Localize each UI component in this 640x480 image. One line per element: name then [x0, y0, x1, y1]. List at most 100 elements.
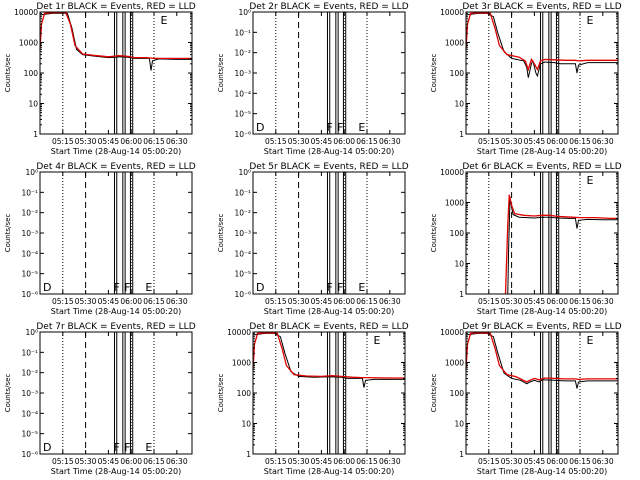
x-tick-label: 06:00 — [333, 137, 355, 146]
y-tick-label: 10⁻⁴ — [234, 249, 251, 258]
chart-panel-4: Det 4r BLACK = Events, RED = LLD D F F E 10⁰ 1… — [4, 162, 196, 316]
chart-panel-1: Det 1r BLACK = Events, RED = LLD E 1 10 100 1… — [4, 2, 196, 156]
x-tick-label: 06:15 — [143, 457, 165, 466]
x-tick-label: 05:45 — [98, 457, 120, 466]
y-tick-label: 1 — [459, 290, 464, 299]
y-tick-label: 10000 — [440, 8, 464, 17]
event-marker-label: E — [587, 334, 594, 347]
x-tick-label: 06:00 — [333, 297, 355, 306]
y-tick-label: 1 — [33, 130, 38, 139]
event-marker-label: F — [326, 121, 332, 134]
chart-title: Det 8r BLACK = Events, RED = LLD — [249, 322, 408, 332]
y-tick-label: 10⁻⁴ — [21, 249, 38, 258]
y-axis-label: Counts/sec — [217, 54, 225, 93]
chart-panel-9: Det 9r BLACK = Events, RED = LLD E 1 10 100 1… — [430, 322, 622, 476]
y-tick-label: 100 — [450, 389, 465, 398]
x-axis-label: Start Time (28-Aug-14 05:00:20) — [51, 307, 182, 316]
event-marker-label: E — [587, 14, 594, 27]
y-axis-label: Counts/sec — [430, 214, 438, 253]
y-tick-label: 10⁻⁵ — [234, 110, 251, 119]
series-line-lld — [39, 11, 192, 60]
chart-title: Det 6r BLACK = Events, RED = LLD — [462, 162, 621, 172]
y-tick-label: 10⁻² — [21, 369, 38, 378]
y-tick-label: 10⁰ — [238, 168, 251, 177]
event-marker-label: F — [337, 121, 343, 134]
y-tick-label: 1000 — [19, 39, 38, 48]
y-tick-label: 100 — [450, 229, 465, 238]
x-tick-label: 05:15 — [265, 297, 287, 306]
chart-panel-3: Det 3r BLACK = Events, RED = LLD E 1 10 100 1… — [430, 2, 622, 156]
x-tick-label: 06:15 — [356, 457, 378, 466]
x-axis-label: Start Time (28-Aug-14 05:00:20) — [264, 307, 395, 316]
series-line-events — [507, 197, 618, 295]
chart-panel-6: Det 6r BLACK = Events, RED = LLD E 1 10 100 1… — [430, 162, 622, 316]
y-tick-label: 10⁻¹ — [234, 28, 251, 37]
x-tick-label: 05:30 — [501, 297, 523, 306]
x-tick-label: 05:30 — [288, 457, 310, 466]
event-marker-label: E — [145, 441, 152, 454]
y-tick-label: 10⁻⁵ — [21, 270, 38, 279]
event-marker-label: E — [358, 281, 365, 294]
y-tick-label: 10⁻¹ — [21, 348, 38, 357]
x-tick-label: 05:15 — [265, 137, 287, 146]
x-tick-label: 05:15 — [478, 137, 500, 146]
x-tick-label: 05:15 — [478, 457, 500, 466]
x-tick-label: 06:15 — [569, 457, 591, 466]
y-axis-label: Counts/sec — [4, 214, 12, 253]
x-tick-label: 06:00 — [546, 457, 568, 466]
y-tick-label: 10⁻⁴ — [234, 89, 251, 98]
event-marker-label: F — [337, 281, 343, 294]
x-axis-label: Start Time (28-Aug-14 05:00:20) — [51, 147, 182, 156]
y-tick-label: 10⁻³ — [234, 229, 251, 238]
x-tick-label: 06:30 — [166, 297, 188, 306]
event-marker-label: F — [113, 441, 119, 454]
chart-title: Det 3r BLACK = Events, RED = LLD — [462, 2, 621, 12]
y-tick-label: 10⁰ — [238, 8, 251, 17]
x-tick-label: 06:15 — [356, 137, 378, 146]
x-tick-label: 05:45 — [311, 297, 333, 306]
y-axis-label: Counts/sec — [430, 54, 438, 93]
x-tick-label: 06:00 — [546, 137, 568, 146]
x-tick-label: 06:15 — [356, 297, 378, 306]
event-marker-label: E — [358, 121, 365, 134]
event-marker-label: F — [124, 281, 130, 294]
y-tick-label: 10⁻² — [234, 49, 251, 58]
x-tick-label: 05:30 — [501, 137, 523, 146]
y-tick-label: 100 — [24, 69, 39, 78]
x-tick-label: 06:30 — [379, 297, 401, 306]
x-tick-label: 05:15 — [52, 297, 74, 306]
x-tick-label: 05:45 — [524, 297, 546, 306]
x-tick-label: 05:15 — [478, 297, 500, 306]
y-axis-label: Counts/sec — [4, 374, 12, 413]
x-tick-label: 05:45 — [524, 137, 546, 146]
chart-title: Det 2r BLACK = Events, RED = LLD — [249, 2, 408, 12]
chart-panel-5: Det 5r BLACK = Events, RED = LLD D F F E 10⁰ 1… — [217, 162, 409, 316]
x-tick-label: 06:15 — [569, 137, 591, 146]
x-tick-label: 05:15 — [265, 457, 287, 466]
x-tick-label: 05:45 — [98, 137, 120, 146]
chart-title: Det 7r BLACK = Events, RED = LLD — [36, 322, 195, 332]
series-line-lld — [465, 332, 618, 383]
x-tick-label: 06:30 — [592, 297, 614, 306]
y-tick-label: 10⁻⁶ — [21, 290, 38, 299]
x-tick-label: 06:30 — [379, 457, 401, 466]
x-tick-label: 05:30 — [288, 297, 310, 306]
series-line-events — [465, 332, 618, 389]
x-tick-label: 05:30 — [75, 297, 97, 306]
x-tick-label: 05:30 — [288, 137, 310, 146]
y-tick-label: 10⁻⁶ — [234, 130, 251, 139]
y-tick-label: 100 — [450, 69, 465, 78]
y-tick-label: 10⁻⁴ — [21, 409, 38, 418]
x-tick-label: 05:30 — [75, 137, 97, 146]
y-tick-label: 1000 — [445, 359, 464, 368]
x-tick-label: 06:00 — [120, 457, 142, 466]
y-axis-label: Counts/sec — [430, 374, 438, 413]
y-tick-label: 10⁻¹ — [21, 188, 38, 197]
series-line-lld — [504, 194, 618, 295]
y-tick-label: 10 — [28, 100, 38, 109]
y-tick-label: 10 — [454, 260, 464, 269]
y-tick-label: 10⁻⁶ — [234, 290, 251, 299]
event-marker-label: F — [124, 441, 130, 454]
x-tick-label: 05:45 — [524, 457, 546, 466]
y-tick-label: 10⁻³ — [234, 69, 251, 78]
